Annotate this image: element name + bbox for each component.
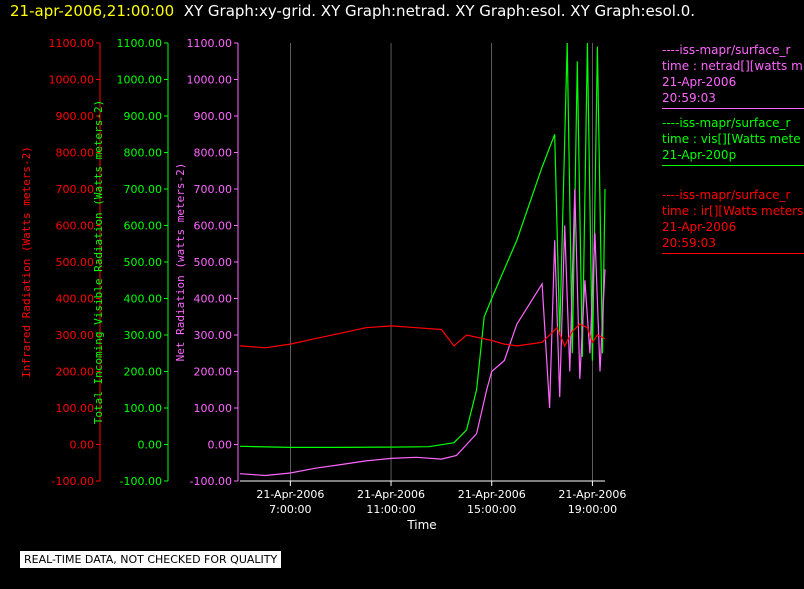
legend-line-0-2: 21-Apr-2006 xyxy=(662,75,737,89)
y-tick-label-0-2: 100.00 xyxy=(56,402,95,415)
y-tick-label-1-5: 400.00 xyxy=(124,293,163,306)
y-axis-label-1: Total Incoming Visible Radiation (Watts … xyxy=(92,100,105,425)
legend-separator-0 xyxy=(662,108,804,109)
y-tick-label-2-12: 1100.00 xyxy=(187,37,233,50)
y-tick-label-0-0: -100.00 xyxy=(52,475,94,488)
series-netrad-line xyxy=(239,188,606,477)
x-axis-label: Time xyxy=(406,518,436,532)
y-tick-label-0-6: 500.00 xyxy=(56,256,95,269)
y-tick-label-1-9: 800.00 xyxy=(124,147,163,160)
y-tick-label-1-4: 300.00 xyxy=(124,329,163,342)
legend-line-1-2: 21-Apr-200p xyxy=(662,148,737,162)
y-tick-label-1-3: 200.00 xyxy=(124,366,163,379)
graph-list-label: XY Graph:xy-grid. XY Graph:netrad. XY Gr… xyxy=(183,2,696,20)
y-axis-label-2: Net Radiation (watts meters-2) xyxy=(174,163,187,362)
legend-line-1-1: time : vis[][Watts mete xyxy=(662,132,801,146)
y-tick-label-2-5: 400.00 xyxy=(194,293,233,306)
title-bar: 21-apr-2006,21:00:00 XY Graph:xy-grid. X… xyxy=(10,2,804,24)
x-tick-date-2: 21-Apr-2006 xyxy=(458,488,526,501)
series-vis-line xyxy=(239,42,606,448)
y-tick-label-2-3: 200.00 xyxy=(194,366,233,379)
x-tick-date-1: 21-Apr-2006 xyxy=(357,488,425,501)
y-tick-label-0-12: 1100.00 xyxy=(49,37,95,50)
legend-line-0-3: 20:59:03 xyxy=(662,91,716,105)
y-tick-label-2-10: 900.00 xyxy=(194,110,233,123)
y-tick-label-0-1: 0.00 xyxy=(70,439,95,452)
x-tick-time-2: 15:00:00 xyxy=(467,503,516,516)
y-tick-label-1-12: 1100.00 xyxy=(117,37,163,50)
y-tick-label-1-1: 0.00 xyxy=(138,439,163,452)
y-tick-label-2-9: 800.00 xyxy=(194,147,233,160)
y-tick-label-2-6: 500.00 xyxy=(194,256,233,269)
legend-line-0-0: ----iss-mapr/surface_r xyxy=(662,43,791,57)
y-tick-label-0-7: 600.00 xyxy=(56,220,95,233)
y-tick-label-2-11: 1000.00 xyxy=(187,74,233,87)
timestamp-label: 21-apr-2006,21:00:00 xyxy=(10,2,175,20)
y-axis-label-0: Infrared Radiation (Watts meters-2) xyxy=(20,146,33,378)
legend-line-1-0: ----iss-mapr/surface_r xyxy=(662,116,791,130)
y-tick-label-0-8: 700.00 xyxy=(56,183,95,196)
x-tick-time-1: 11:00:00 xyxy=(366,503,415,516)
y-tick-label-2-7: 600.00 xyxy=(194,220,233,233)
y-tick-label-1-10: 900.00 xyxy=(124,110,163,123)
series-ir-line xyxy=(239,323,606,349)
y-tick-label-0-10: 900.00 xyxy=(56,110,95,123)
y-tick-label-1-0: -100.00 xyxy=(120,475,162,488)
legend-line-2-0: ----iss-mapr/surface_r xyxy=(662,188,791,202)
y-tick-label-1-6: 500.00 xyxy=(124,256,163,269)
quality-notice: REAL-TIME DATA, NOT CHECKED FOR QUALITY xyxy=(20,551,282,568)
y-tick-label-2-1: 0.00 xyxy=(208,439,233,452)
y-tick-label-0-9: 800.00 xyxy=(56,147,95,160)
y-tick-label-2-8: 700.00 xyxy=(194,183,233,196)
y-tick-label-2-2: 100.00 xyxy=(194,402,233,415)
y-tick-label-0-3: 200.00 xyxy=(56,366,95,379)
legend-line-2-1: time : ir[][Watts meters xyxy=(662,204,804,218)
y-tick-label-2-4: 300.00 xyxy=(194,329,233,342)
y-tick-label-2-0: -100.00 xyxy=(190,475,232,488)
legend-separator-2 xyxy=(662,253,804,254)
x-tick-date-0: 21-Apr-2006 xyxy=(256,488,324,501)
y-tick-label-0-4: 300.00 xyxy=(56,329,95,342)
x-tick-time-3: 19:00:00 xyxy=(568,503,617,516)
y-tick-label-0-5: 400.00 xyxy=(56,293,95,306)
legend-line-0-1: time : netrad[][watts m xyxy=(662,59,803,73)
y-tick-label-1-11: 1000.00 xyxy=(117,74,163,87)
y-tick-label-1-8: 700.00 xyxy=(124,183,163,196)
y-tick-label-0-11: 1000.00 xyxy=(49,74,95,87)
legend-line-2-2: 21-Apr-2006 xyxy=(662,220,737,234)
y-tick-label-1-2: 100.00 xyxy=(124,402,163,415)
legend-line-2-3: 20:59:03 xyxy=(662,236,716,250)
x-tick-date-3: 21-Apr-2006 xyxy=(558,488,626,501)
legend-separator-1 xyxy=(662,165,804,166)
x-tick-time-0: 7:00:00 xyxy=(269,503,311,516)
y-tick-label-1-7: 600.00 xyxy=(124,220,163,233)
